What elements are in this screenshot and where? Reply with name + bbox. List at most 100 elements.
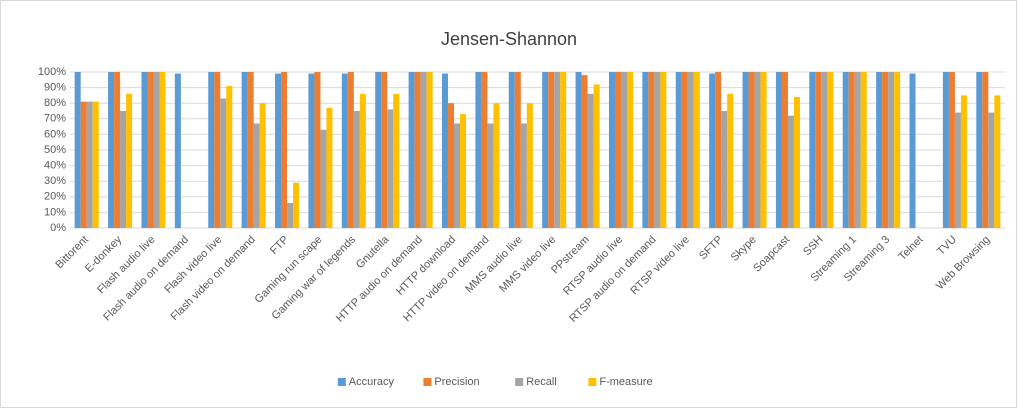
bar [894,72,901,228]
bar [760,72,767,228]
bar [882,72,889,228]
bar [754,72,761,228]
bar [960,95,967,229]
bar [681,72,688,228]
bar [153,72,160,228]
bar [341,73,348,228]
y-tick-label: 40% [44,160,66,172]
bar [548,72,555,228]
bar [259,103,266,228]
bar [827,72,834,228]
bar [359,93,366,228]
bar [614,72,621,228]
bar [821,72,828,228]
bar [114,72,121,228]
bar [493,103,500,228]
bar [220,98,227,229]
bar [287,203,294,228]
bar [326,107,333,228]
bar [660,72,667,228]
bar [982,72,989,228]
bar [648,72,655,228]
bar [141,72,148,228]
bar [86,101,93,228]
y-tick-label: 60% [44,128,66,140]
bar [554,72,561,228]
bar [120,111,127,228]
bar [815,72,822,228]
bar [842,72,849,228]
bar [748,72,755,228]
bar [954,112,961,228]
bar [275,73,282,228]
bar [994,95,1001,229]
bar [526,103,533,228]
bar [787,115,794,228]
bar [909,73,916,228]
y-tick-label: 80% [44,97,66,109]
bar [126,93,133,228]
bar [593,84,600,228]
bar [888,72,895,228]
bar [727,93,734,228]
bar [542,72,549,228]
y-tick-label: 0% [50,222,66,234]
bar [475,72,482,228]
bar [675,72,682,228]
chart-title: Jensen-Shannon [441,29,577,49]
bar [514,72,521,228]
legend-label: Recall [526,376,557,388]
bar [247,72,254,228]
legend-label: Precision [434,376,479,388]
legend-label: Accuracy [349,376,395,388]
bar [420,72,427,228]
bar [709,73,716,228]
bar [441,73,449,228]
bar [208,72,215,228]
bar [408,72,415,228]
bar [988,112,995,228]
bar [347,72,354,228]
bar [74,72,81,228]
bar [687,72,694,228]
y-tick-label: 100% [38,66,66,78]
legend-swatch [337,378,346,386]
bar [715,72,722,228]
bar [253,123,260,228]
y-tick-label: 50% [44,144,66,156]
bar [293,182,300,228]
bar [693,72,700,228]
y-tick-label: 20% [44,191,66,203]
bar [426,72,433,228]
bar [393,93,400,228]
bar [948,72,955,228]
bar [414,72,421,228]
bar [454,123,461,228]
bar [174,73,181,228]
bar [581,75,588,229]
bar [587,93,594,228]
bar [92,101,99,228]
bar [642,72,649,228]
bar [460,114,467,228]
bar [281,72,288,228]
bar [214,72,221,228]
bar [381,72,388,228]
bar [320,129,327,228]
bar [387,109,394,228]
bar [742,72,749,228]
y-tick-label: 30% [44,175,66,187]
legend-label: F-measure [599,376,652,388]
bar [809,72,816,228]
bar [353,111,360,228]
bar [147,72,154,228]
bar [860,72,867,228]
bar [308,73,315,228]
bar [159,72,166,228]
bar [241,72,248,228]
bar [854,72,861,228]
bar [80,101,87,228]
bar [775,72,782,228]
